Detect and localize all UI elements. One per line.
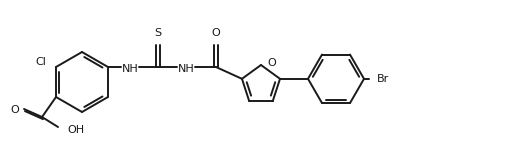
Text: Cl: Cl [35,57,46,67]
Text: OH: OH [67,125,84,135]
Text: NH: NH [178,64,194,74]
Text: S: S [155,28,161,38]
Text: O: O [11,105,19,115]
Text: O: O [267,58,276,68]
Text: NH: NH [122,64,138,74]
Text: O: O [211,28,220,38]
Text: Br: Br [377,74,389,84]
